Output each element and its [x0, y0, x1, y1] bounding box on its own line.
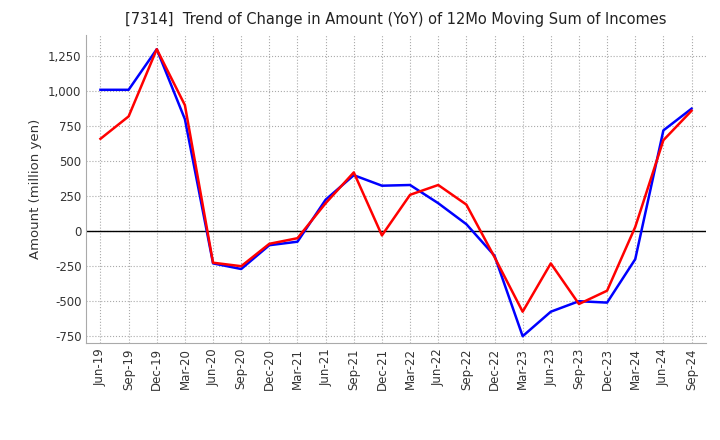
Net Income	[377, 233, 386, 238]
Net Income	[546, 261, 555, 266]
Net Income	[687, 108, 696, 114]
Ordinary Income	[349, 172, 358, 178]
Net Income	[575, 301, 583, 307]
Ordinary Income	[603, 300, 611, 305]
Net Income	[96, 136, 105, 141]
Ordinary Income	[209, 261, 217, 266]
Title: [7314]  Trend of Change in Amount (YoY) of 12Mo Moving Sum of Incomes: [7314] Trend of Change in Amount (YoY) o…	[125, 12, 667, 27]
Y-axis label: Amount (million yen): Amount (million yen)	[30, 119, 42, 259]
Net Income	[293, 235, 302, 241]
Net Income	[462, 202, 471, 207]
Ordinary Income	[406, 182, 415, 187]
Net Income	[490, 254, 499, 260]
Ordinary Income	[687, 106, 696, 111]
Ordinary Income	[377, 183, 386, 188]
Net Income	[434, 182, 443, 187]
Ordinary Income	[153, 47, 161, 52]
Net Income	[181, 103, 189, 108]
Net Income	[659, 138, 667, 143]
Ordinary Income	[237, 266, 246, 271]
Ordinary Income	[321, 197, 330, 202]
Ordinary Income	[462, 222, 471, 227]
Ordinary Income	[181, 117, 189, 122]
Ordinary Income	[546, 309, 555, 314]
Line: Net Income: Net Income	[101, 49, 691, 312]
Ordinary Income	[96, 87, 105, 92]
Ordinary Income	[518, 334, 527, 339]
Net Income	[321, 201, 330, 206]
Net Income	[631, 224, 639, 230]
Net Income	[209, 260, 217, 265]
Ordinary Income	[434, 201, 443, 206]
Net Income	[603, 288, 611, 293]
Net Income	[349, 170, 358, 175]
Net Income	[406, 192, 415, 198]
Ordinary Income	[265, 242, 274, 248]
Ordinary Income	[631, 257, 639, 262]
Ordinary Income	[490, 253, 499, 258]
Ordinary Income	[575, 299, 583, 304]
Net Income	[518, 309, 527, 314]
Ordinary Income	[125, 87, 133, 92]
Net Income	[125, 114, 133, 119]
Ordinary Income	[293, 239, 302, 244]
Net Income	[265, 241, 274, 246]
Net Income	[237, 264, 246, 269]
Net Income	[153, 47, 161, 52]
Ordinary Income	[659, 128, 667, 133]
Line: Ordinary Income: Ordinary Income	[101, 49, 691, 336]
